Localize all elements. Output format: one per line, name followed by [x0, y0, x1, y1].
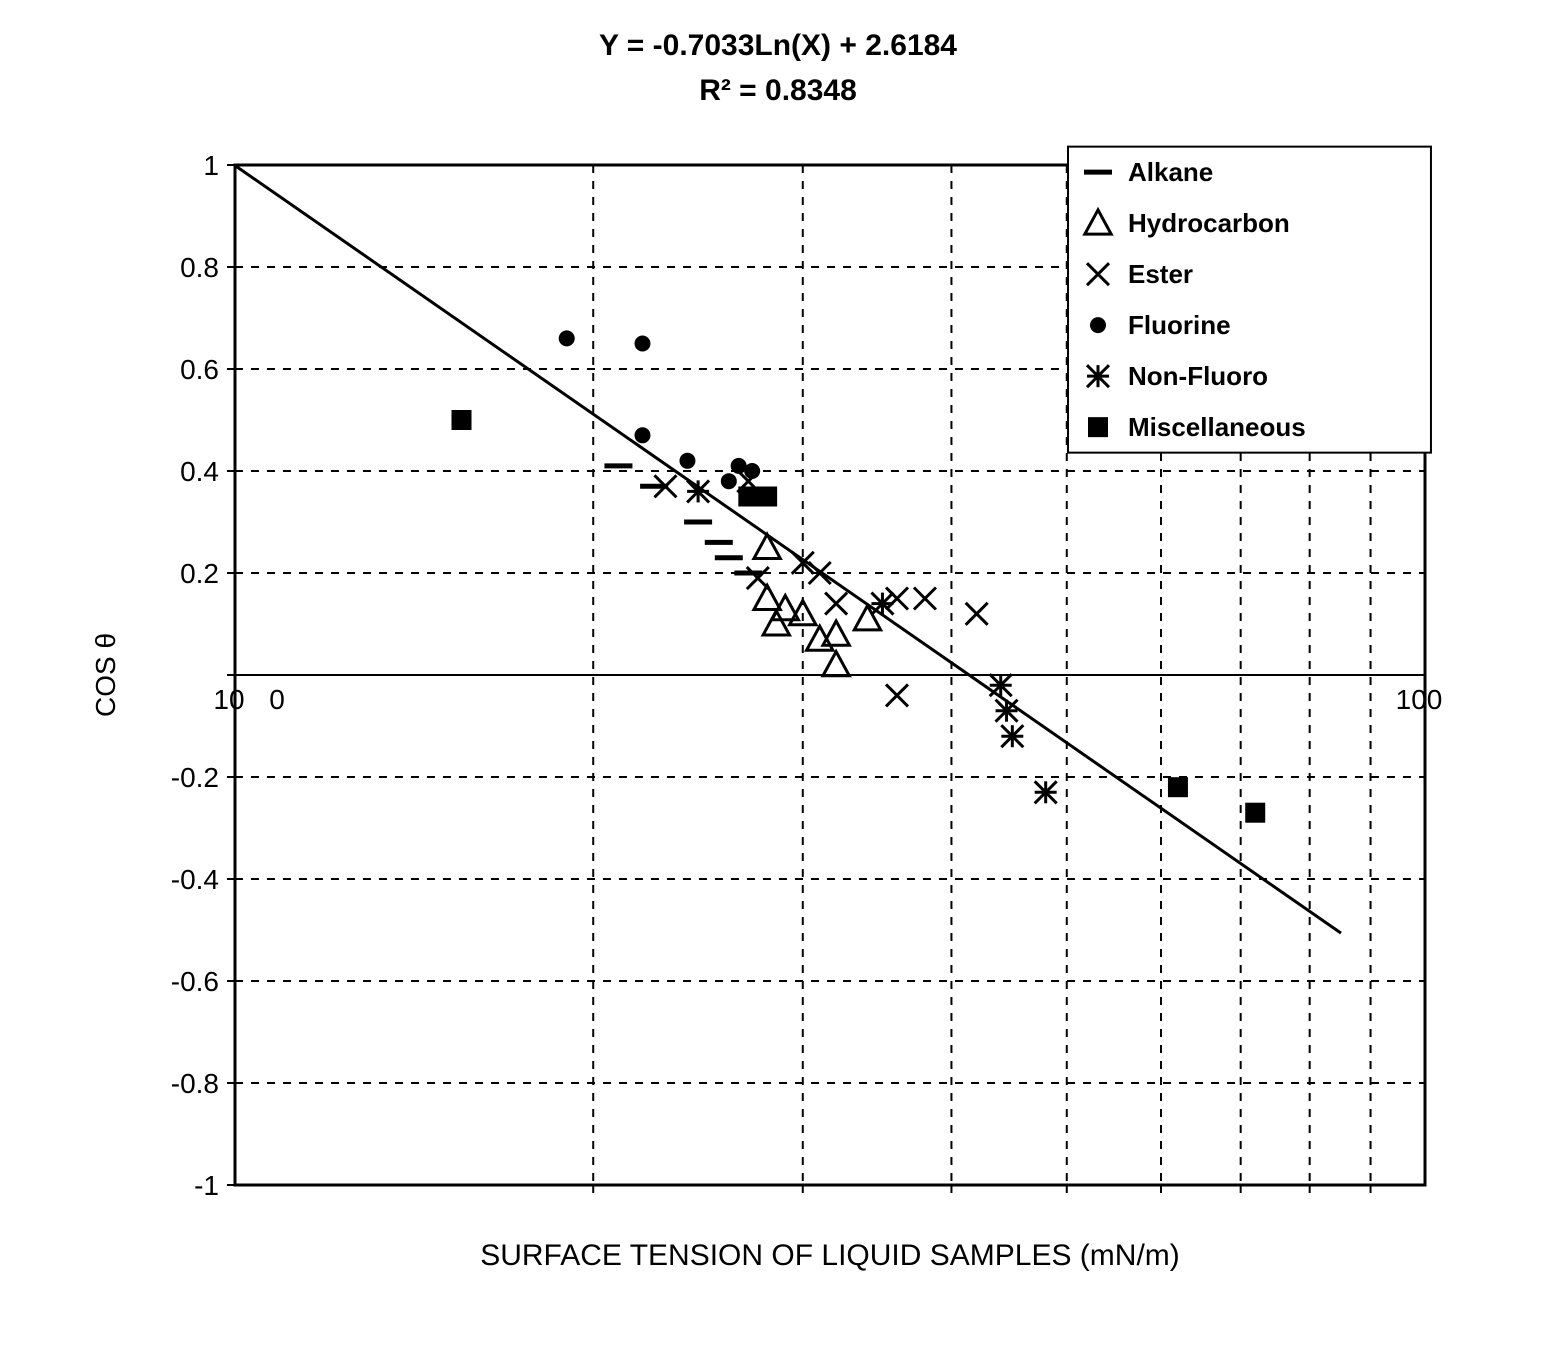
- y-tick-label: 0.8: [180, 252, 219, 283]
- x-tick-label: 100: [1396, 684, 1443, 715]
- legend-label: Miscellaneous: [1128, 412, 1306, 442]
- legend-label: Alkane: [1128, 157, 1213, 187]
- y-tick-label: 0: [269, 684, 285, 715]
- y-tick-label: -0.4: [171, 864, 219, 895]
- legend: Alkane Hydrocarbon Ester Fluorine Non-Fluoro…: [1068, 147, 1431, 453]
- x-tick-label: 10: [213, 684, 244, 715]
- y-tick-label: -1: [194, 1170, 219, 1201]
- y-tick-label: 0.4: [180, 456, 219, 487]
- y-tick-label: 0.2: [180, 558, 219, 589]
- scatter-chart: Y = -0.7033Ln(X) + 2.6184 R² = 0.8348 -1 -0…: [0, 0, 1556, 1357]
- y-tick-label: 0.6: [180, 354, 219, 385]
- equation-line-1: Y = -0.7033Ln(X) + 2.6184: [599, 29, 957, 62]
- y-tick-label: 1: [203, 150, 219, 181]
- y-axis-label: COS θ: [90, 633, 121, 717]
- legend-label: Fluorine: [1128, 310, 1231, 340]
- y-tick-label: -0.6: [171, 966, 219, 997]
- legend-box: [1068, 147, 1431, 453]
- legend-label: Hydrocarbon: [1128, 208, 1290, 238]
- y-tick-label: -0.2: [171, 762, 219, 793]
- x-axis-label: SURFACE TENSION OF LIQUID SAMPLES (mN/m): [480, 1239, 1180, 1272]
- y-tick-label: -0.8: [171, 1068, 219, 1099]
- legend-label: Ester: [1128, 259, 1193, 289]
- legend-label: Non-Fluoro: [1128, 361, 1268, 391]
- equation-line-2: R² = 0.8348: [699, 74, 857, 107]
